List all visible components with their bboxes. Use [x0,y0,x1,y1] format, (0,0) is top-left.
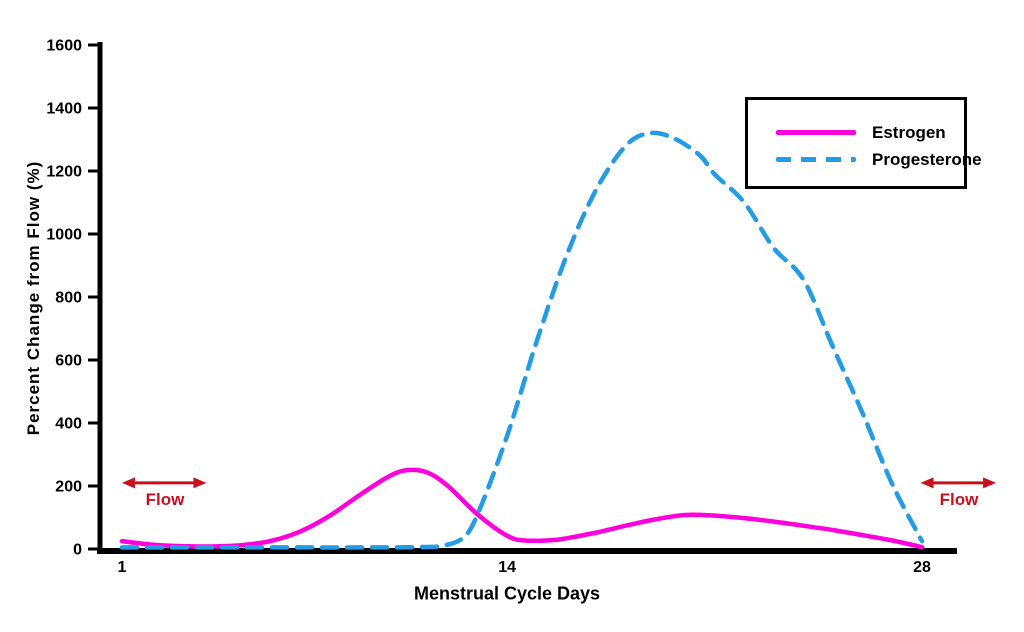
y-tick-label: 800 [55,290,82,307]
x-tick-label: 14 [498,559,516,576]
y-axis-label: Percent Change from Flow (%) [24,160,43,436]
y-tick-label: 200 [55,479,82,496]
y-tick-label: 600 [55,353,82,370]
flow-label: Flow [145,489,185,509]
y-tick-label: 1400 [46,101,82,118]
y-tick-label: 1600 [46,38,82,55]
legend: Estrogen Progesterone [745,97,982,189]
flow-arrowhead-right [983,477,997,489]
legend-label-progesterone: Progesterone [872,149,982,169]
legend-label-estrogen: Estrogen [872,122,946,142]
series-line-progesterone [119,130,925,550]
estrogen-line-swatch [776,130,856,135]
legend-item-progesterone: Progesterone [776,146,982,173]
y-tick-label: 1000 [46,227,82,244]
series-line-estrogen [119,467,925,550]
progesterone-line-swatch [776,157,856,162]
y-tick-label: 1200 [46,164,82,181]
legend-item-estrogen: Estrogen [776,119,964,146]
y-tick-label: 400 [55,416,82,433]
flow-arrowhead-left [122,477,135,489]
x-tick-label: 1 [118,559,127,576]
flow-arrowhead-right [193,477,207,489]
flow-arrowhead-left [920,477,934,489]
flow-label: Flow [939,489,979,509]
x-axis-label: Menstrual Cycle Days [413,583,601,604]
x-tick-label: 28 [913,559,931,576]
y-tick-label: 0 [73,542,82,559]
